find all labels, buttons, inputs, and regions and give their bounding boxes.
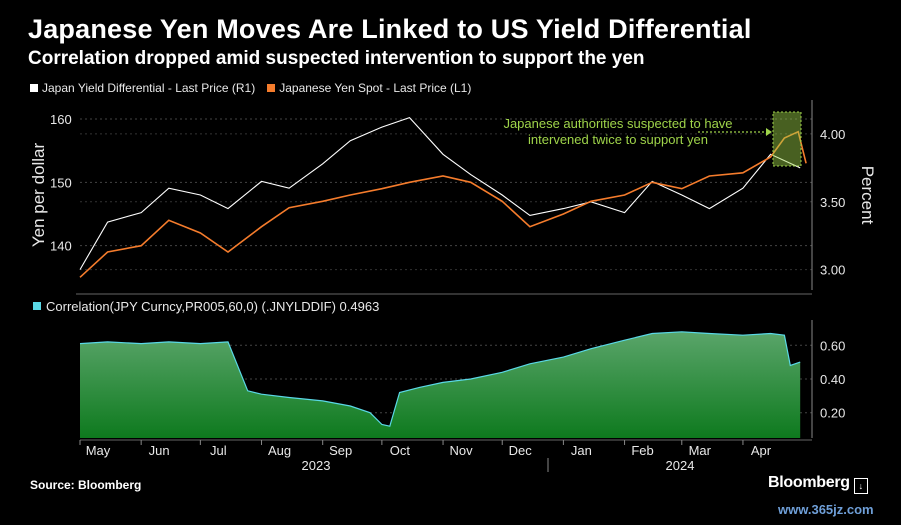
correlation-legend-swatch <box>33 302 41 310</box>
top-legend: Japan Yield Differential - Last Price (R… <box>30 81 471 95</box>
bloomberg-logo-text: Bloomberg <box>768 474 850 491</box>
legend-label-yield: Japan Yield Differential - Last Price (R… <box>42 81 256 95</box>
legend-label-yen: Japanese Yen Spot - Last Price (L1) <box>279 81 472 95</box>
y-tick-left-140: 140 <box>50 239 72 254</box>
x-tick-label-sep: Sep <box>329 443 352 458</box>
year-label-2024: 2024 <box>666 458 695 473</box>
x-tick-label-dec: Dec <box>509 443 533 458</box>
x-tick-label-apr: Apr <box>751 443 772 458</box>
annotation-line-2: intervened twice to support yen <box>528 132 708 147</box>
annotation-line-1: Japanese authorities suspected to have <box>503 116 732 131</box>
bloomberg-logo: Bloomberg ↓ <box>768 474 868 494</box>
y-axis-label-left: Yen per dollar <box>29 143 48 248</box>
y-tick-right-3.50: 3.50 <box>820 195 845 210</box>
y-tick-left-150: 150 <box>50 175 72 190</box>
x-axis: May Jun Jul Aug Sep Oct Nov Dec Jan Feb Mar Apr 2023… <box>79 439 812 473</box>
x-tick-label-may: May <box>86 443 111 458</box>
series-line-yield <box>79 116 801 270</box>
x-tick-label-feb: Feb <box>631 443 653 458</box>
x-tick-label-jun: Jun <box>149 443 170 458</box>
legend-item-yield: Japan Yield Differential - Last Price (R… <box>30 81 255 95</box>
x-tick-label-mar: Mar <box>689 443 712 458</box>
series-line-yen <box>79 130 807 278</box>
y-tick-right-4.00: 4.00 <box>820 127 845 142</box>
chart-title: Japanese Yen Moves Are Linked to US Yiel… <box>28 14 752 44</box>
y-tick-right-3.00: 3.00 <box>820 263 845 278</box>
legend-swatch-yen <box>267 84 276 92</box>
x-tick-label-oct: Oct <box>390 443 411 458</box>
x-tick-label-nov: Nov <box>449 443 473 458</box>
watermark: www.365jz.com <box>778 502 874 517</box>
chart-subtitle: Correlation dropped amid suspected inter… <box>28 48 645 69</box>
y-axis-label-right: Percent <box>858 166 877 225</box>
top-panel: 140 150 160 3.00 3.50 4.00 Yen per dollar Perce… <box>29 100 877 295</box>
corr-y-tick-0.40: 0.40 <box>820 372 845 387</box>
corr-y-tick-0.20: 0.20 <box>820 406 845 421</box>
correlation-line <box>79 331 801 427</box>
correlation-area <box>80 331 801 438</box>
bottom-panel: 0.20 0.40 0.60 <box>79 320 845 438</box>
y-tick-left-160: 160 <box>50 112 72 127</box>
correlation-legend-label: Correlation(JPY Curncy,PR005,60,0) (.JNY… <box>46 299 379 314</box>
intervention-highlight-box <box>772 111 802 167</box>
x-tick-label-jan: Jan <box>571 443 592 458</box>
corr-y-tick-0.60: 0.60 <box>820 338 845 353</box>
x-tick-label-aug: Aug <box>268 443 291 458</box>
x-tick-label-jul: Jul <box>210 443 227 458</box>
terminal-icon: ↓ <box>853 478 868 494</box>
source-note: Source: Bloomberg <box>30 478 142 492</box>
legend-swatch-yield <box>30 84 38 92</box>
year-label-2023: 2023 <box>302 458 331 473</box>
legend-item-yen: Japanese Yen Spot - Last Price (L1) <box>267 81 471 95</box>
annotation-arrow-head <box>766 128 772 136</box>
